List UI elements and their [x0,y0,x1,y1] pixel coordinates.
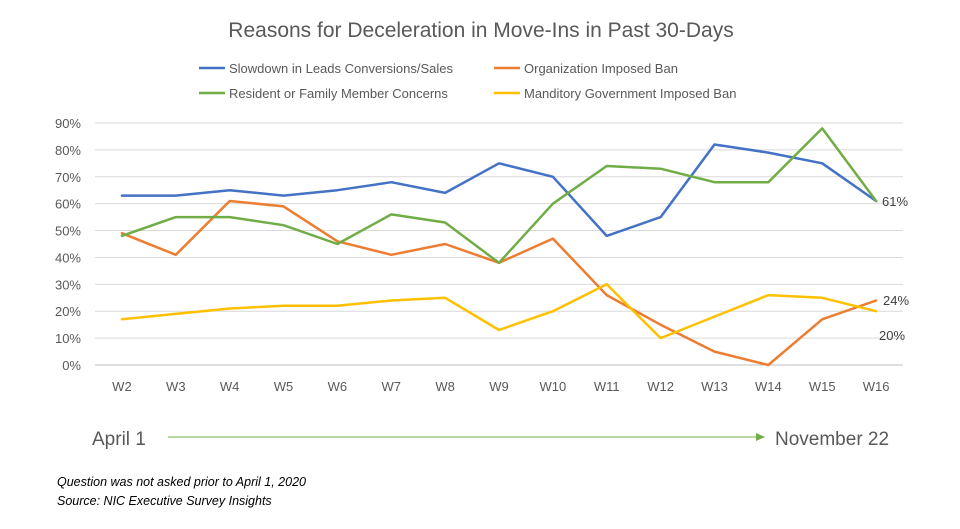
x-tick-label: W14 [755,379,782,394]
footnote-source: Source: NIC Executive Survey Insights [57,494,272,508]
series-line-1 [120,143,878,238]
y-tick-label: 40% [55,250,81,265]
y-tick-label: 20% [55,304,81,319]
x-tick-label: W2 [112,379,132,394]
legend-label: Manditory Government Imposed Ban [524,86,736,101]
x-tick-label: W3 [166,379,186,394]
x-tick-label: W4 [220,379,240,394]
end-labels: 61% 24% 20% [879,194,909,343]
legend-label: Resident or Family Member Concerns [229,86,448,101]
x-axis: W2 W3 W4 W5 W6 W7 W8 W9 W10 W11 W12 W13 W14 W15 W16 [112,379,889,394]
x-tick-label: W6 [328,379,348,394]
timeline-arrow-head [756,433,765,441]
x-tick-label: W11 [594,379,620,394]
y-tick-label: 30% [55,277,81,292]
y-tick-label: 90% [55,116,81,131]
x-tick-label: W13 [701,379,728,394]
x-tick-label: W7 [382,379,402,394]
x-tick-label: W9 [489,379,509,394]
y-tick-label: 60% [55,197,81,212]
chart-title: Reasons for Deceleration in Move-Ins in … [228,19,733,42]
legend-label: Slowdown in Leads Conversions/Sales [229,61,454,76]
series-lines [120,127,878,367]
legend: Slowdown in Leads Conversions/Sales Organ… [199,61,736,101]
timeline-end-label: November 22 [775,429,889,450]
legend-label: Organization Imposed Ban [524,61,678,76]
data-label: 20% [879,328,905,343]
series-line-2 [120,199,878,367]
x-tick-label: W15 [809,379,836,394]
y-axis: 0% 10% 20% 30% 40% 50% 60% 70% 80% 90% [55,116,81,373]
y-tick-label: 70% [55,170,81,185]
y-tick-label: 50% [55,224,81,239]
timeline-start-label: April 1 [92,429,146,450]
y-tick-label: 10% [55,331,81,346]
gridlines [95,122,903,366]
series-line-3 [120,127,878,265]
y-tick-label: 80% [55,143,81,158]
x-tick-label: W10 [539,379,566,394]
x-tick-label: W8 [435,379,455,394]
series-line-4 [120,283,878,340]
data-label: 61% [882,194,908,209]
y-tick-label: 0% [62,358,81,373]
x-tick-label: W16 [863,379,890,394]
timeline: April 1 November 22 [92,429,889,450]
data-label: 24% [883,293,909,308]
x-tick-label: W5 [274,379,294,394]
footnote-note: Question was not asked prior to April 1,… [57,475,306,489]
x-tick-label: W12 [647,379,674,394]
